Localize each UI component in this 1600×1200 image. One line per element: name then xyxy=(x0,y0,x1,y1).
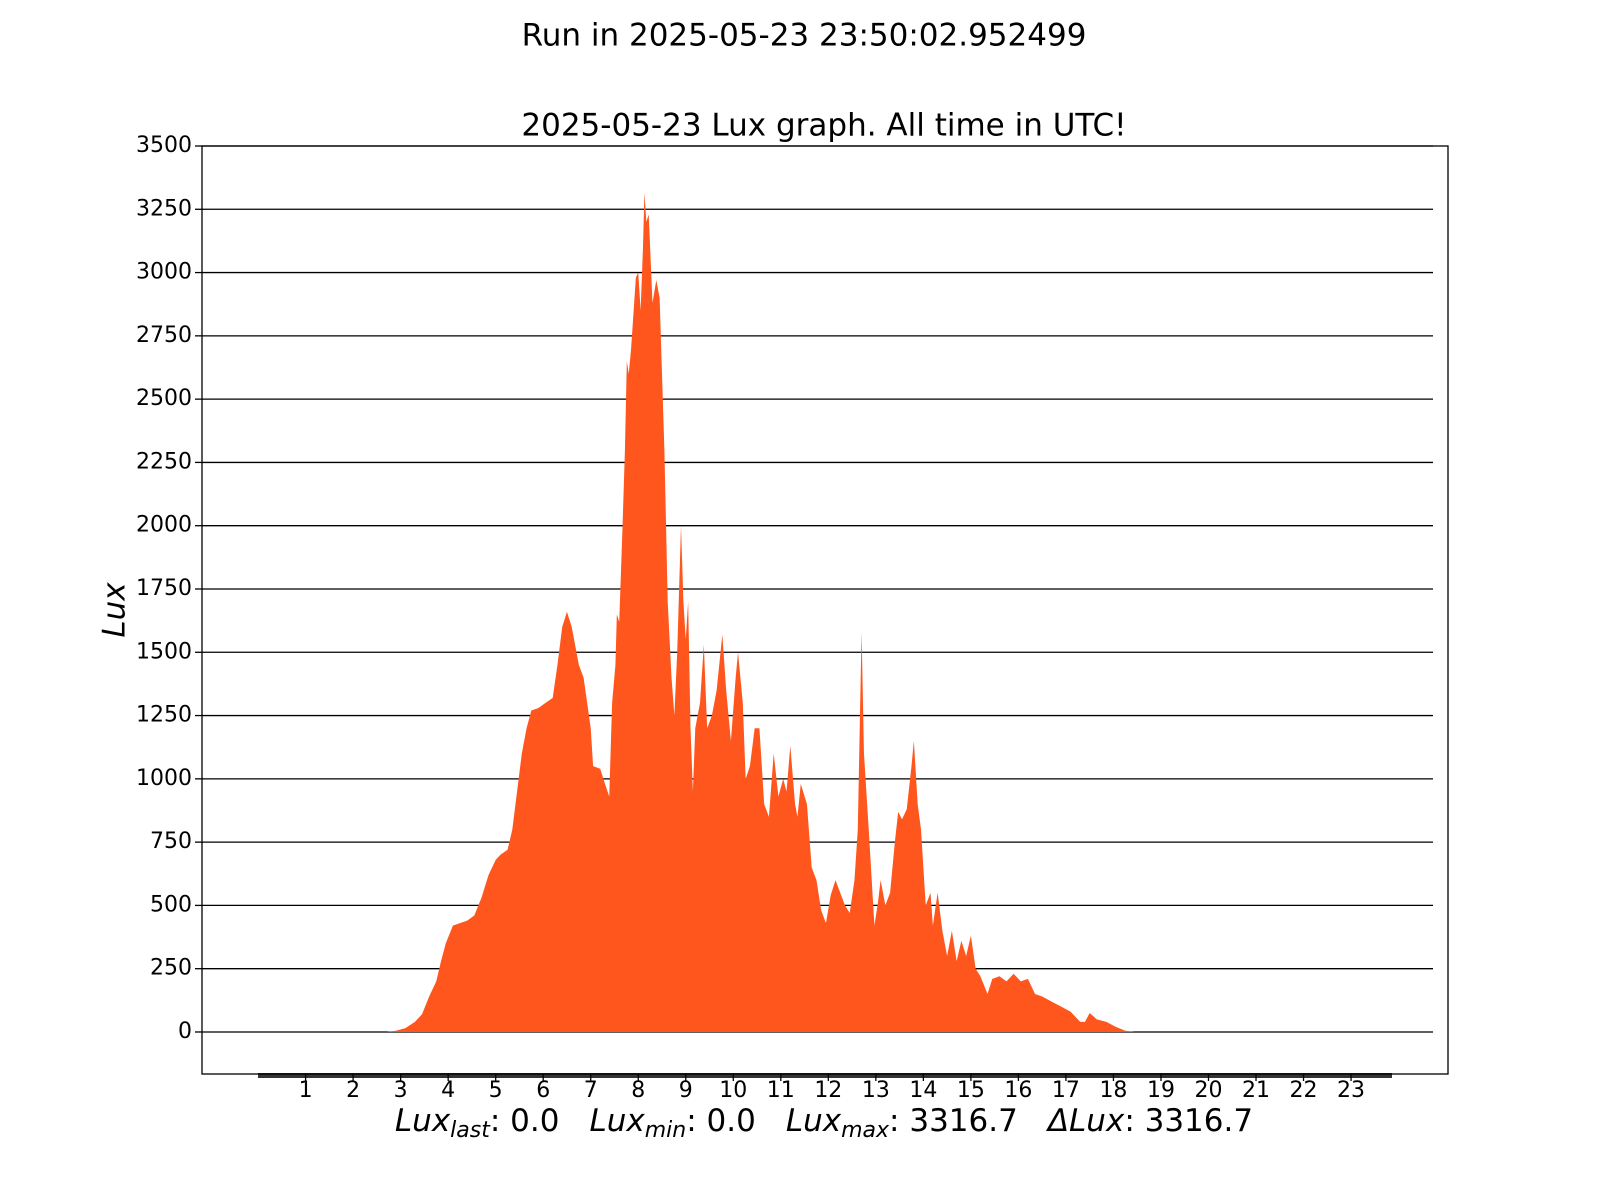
x-tick-label: 10 xyxy=(719,1078,747,1103)
chart-subtitle: 2025-05-23 Lux graph. All time in UTC! xyxy=(521,108,1126,144)
x-tick-label: 19 xyxy=(1147,1078,1175,1103)
stat-value: : 3316.7 xyxy=(1124,1103,1253,1139)
stat-subscript: min xyxy=(645,1118,687,1143)
x-tick-label: 23 xyxy=(1337,1078,1365,1103)
x-tick-label: 8 xyxy=(631,1078,645,1103)
x-axis-label: Luxlast: 0.0 Luxmin: 0.0 Luxmax: 3316.7 ΔLu… xyxy=(395,1103,1253,1144)
x-tick-label: 6 xyxy=(536,1078,550,1103)
y-tick-label: 250 xyxy=(150,956,192,981)
stat-value: : 0.0 xyxy=(686,1103,756,1139)
x-tick-label: 20 xyxy=(1194,1078,1222,1103)
chart-title: Run in 2025-05-23 23:50:02.952499 xyxy=(522,18,1087,54)
stat-value: : 0.0 xyxy=(490,1103,560,1139)
y-tick-label: 750 xyxy=(150,829,192,854)
minor-tick-band xyxy=(258,1073,1392,1078)
y-tick-label: 500 xyxy=(150,892,192,917)
y-tick-label: 3000 xyxy=(136,260,192,285)
stat-value: : 3316.7 xyxy=(889,1103,1018,1139)
y-tick-label: 1750 xyxy=(136,576,192,601)
x-tick-label: 16 xyxy=(1004,1078,1032,1103)
y-tick-label: 3500 xyxy=(136,133,192,158)
y-tick-label: 2000 xyxy=(136,513,192,538)
x-tick-label: 18 xyxy=(1099,1078,1127,1103)
y-tick-label: 1250 xyxy=(136,703,192,728)
stat-subscript: max xyxy=(841,1118,890,1143)
y-tick-label: 0 xyxy=(178,1019,192,1044)
lux-area xyxy=(258,192,1393,1032)
x-tick-label: 11 xyxy=(767,1078,795,1103)
y-tick-label: 2750 xyxy=(136,323,192,348)
x-tick-label: 9 xyxy=(679,1078,693,1103)
y-axis-label: Lux xyxy=(97,582,133,638)
plot-frame xyxy=(201,145,1449,1075)
y-tick-label: 2500 xyxy=(136,386,192,411)
x-tick-label: 12 xyxy=(814,1078,842,1103)
x-tick-label: 1 xyxy=(299,1078,313,1103)
stat-symbol: ΔLux xyxy=(1046,1103,1125,1139)
y-tick-label: 1000 xyxy=(136,766,192,791)
x-tick-label: 21 xyxy=(1242,1078,1270,1103)
x-tick-label: 14 xyxy=(909,1078,937,1103)
x-tick-label: 13 xyxy=(862,1078,890,1103)
x-tick-label: 7 xyxy=(584,1078,598,1103)
x-tick-label: 17 xyxy=(1052,1078,1080,1103)
stat-symbol: Lux xyxy=(589,1103,645,1139)
y-tick-label: 1500 xyxy=(136,639,192,664)
x-tick-label: 4 xyxy=(441,1078,455,1103)
x-tick-label: 5 xyxy=(489,1078,503,1103)
stat-symbol: Lux xyxy=(395,1103,451,1139)
x-tick-label: 2 xyxy=(346,1078,360,1103)
y-tick-label: 3250 xyxy=(136,196,192,221)
x-tick-label: 15 xyxy=(957,1078,985,1103)
x-tick-label: 22 xyxy=(1290,1078,1318,1103)
x-tick-label: 3 xyxy=(394,1078,408,1103)
stat-subscript: last xyxy=(450,1118,491,1143)
stat-symbol: Lux xyxy=(786,1103,842,1139)
y-tick-label: 2250 xyxy=(136,449,192,474)
